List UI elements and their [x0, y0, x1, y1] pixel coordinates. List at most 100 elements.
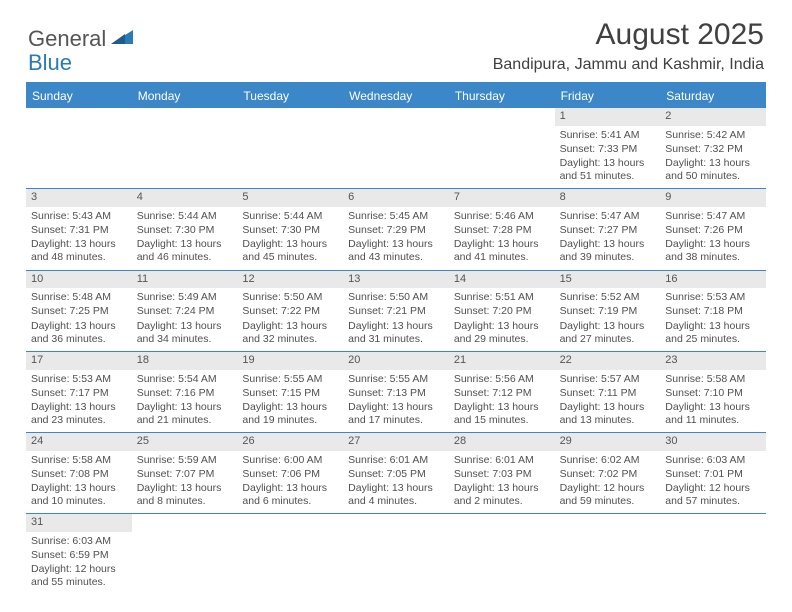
day-number: 21 — [449, 352, 555, 370]
day-details: Sunrise: 5:58 AMSunset: 7:10 PMDaylight:… — [660, 370, 766, 433]
calendar-cell: 12Sunrise: 5:50 AMSunset: 7:22 PMDayligh… — [237, 271, 343, 352]
day-number: 15 — [555, 271, 661, 289]
sunrise-line: Sunrise: 5:53 AM — [31, 373, 127, 386]
day-number: 22 — [555, 352, 661, 370]
sunrise-line: Sunrise: 5:45 AM — [348, 210, 444, 223]
daylight-line: Daylight: 13 hours and 19 minutes. — [242, 401, 338, 427]
daylight-line: Daylight: 12 hours and 55 minutes. — [31, 563, 127, 589]
sunset-line: Sunset: 7:12 PM — [454, 387, 550, 400]
calendar-cell: 6Sunrise: 5:45 AMSunset: 7:29 PMDaylight… — [343, 189, 449, 270]
daylight-line: Daylight: 13 hours and 4 minutes. — [348, 482, 444, 508]
daylight-line: Daylight: 13 hours and 43 minutes. — [348, 238, 444, 264]
day-details: Sunrise: 5:52 AMSunset: 7:19 PMDaylight:… — [555, 288, 661, 351]
calendar-cell — [237, 108, 343, 189]
sunrise-line: Sunrise: 6:02 AM — [560, 454, 656, 467]
calendar-cell: 25Sunrise: 5:59 AMSunset: 7:07 PMDayligh… — [132, 433, 238, 514]
day-details: Sunrise: 6:01 AMSunset: 7:03 PMDaylight:… — [449, 451, 555, 514]
daylight-line: Daylight: 13 hours and 8 minutes. — [137, 482, 233, 508]
day-number: 26 — [237, 433, 343, 451]
sunrise-line: Sunrise: 5:41 AM — [560, 129, 656, 142]
day-details: Sunrise: 5:51 AMSunset: 7:20 PMDaylight:… — [449, 288, 555, 351]
flag-icon — [111, 28, 137, 51]
day-details: Sunrise: 5:46 AMSunset: 7:28 PMDaylight:… — [449, 207, 555, 270]
sunset-line: Sunset: 7:30 PM — [242, 224, 338, 237]
sunset-line: Sunset: 7:22 PM — [242, 305, 338, 318]
calendar-cell: 14Sunrise: 5:51 AMSunset: 7:20 PMDayligh… — [449, 271, 555, 352]
calendar-cell: 30Sunrise: 6:03 AMSunset: 7:01 PMDayligh… — [660, 433, 766, 514]
sunset-line: Sunset: 7:03 PM — [454, 468, 550, 481]
daylight-line: Daylight: 13 hours and 41 minutes. — [454, 238, 550, 264]
calendar-cell: 11Sunrise: 5:49 AMSunset: 7:24 PMDayligh… — [132, 271, 238, 352]
sunrise-line: Sunrise: 5:53 AM — [665, 291, 761, 304]
sunset-line: Sunset: 7:29 PM — [348, 224, 444, 237]
calendar-cell — [449, 514, 555, 594]
sunrise-line: Sunrise: 6:00 AM — [242, 454, 338, 467]
daylight-line: Daylight: 13 hours and 34 minutes. — [137, 320, 233, 346]
sunrise-line: Sunrise: 5:50 AM — [348, 291, 444, 304]
title-location: Bandipura, Jammu and Kashmir, India — [493, 56, 764, 74]
day-number: 4 — [132, 189, 238, 207]
weekday-header: Thursday — [449, 84, 555, 108]
calendar-header-row: SundayMondayTuesdayWednesdayThursdayFrid… — [26, 84, 766, 108]
sunrise-line: Sunrise: 5:55 AM — [348, 373, 444, 386]
sunrise-line: Sunrise: 5:55 AM — [242, 373, 338, 386]
calendar-cell: 28Sunrise: 6:01 AMSunset: 7:03 PMDayligh… — [449, 433, 555, 514]
daylight-line: Daylight: 13 hours and 46 minutes. — [137, 238, 233, 264]
sunrise-line: Sunrise: 5:58 AM — [31, 454, 127, 467]
weekday-header: Saturday — [660, 84, 766, 108]
calendar-cell: 23Sunrise: 5:58 AMSunset: 7:10 PMDayligh… — [660, 352, 766, 433]
day-number: 16 — [660, 271, 766, 289]
sunrise-line: Sunrise: 5:46 AM — [454, 210, 550, 223]
day-details: Sunrise: 5:58 AMSunset: 7:08 PMDaylight:… — [26, 451, 132, 514]
sunset-line: Sunset: 7:26 PM — [665, 224, 761, 237]
calendar-cell: 22Sunrise: 5:57 AMSunset: 7:11 PMDayligh… — [555, 352, 661, 433]
sunset-line: Sunset: 7:02 PM — [560, 468, 656, 481]
sunset-line: Sunset: 7:32 PM — [665, 143, 761, 156]
day-details: Sunrise: 5:41 AMSunset: 7:33 PMDaylight:… — [555, 126, 661, 189]
daylight-line: Daylight: 13 hours and 6 minutes. — [242, 482, 338, 508]
daylight-line: Daylight: 12 hours and 59 minutes. — [560, 482, 656, 508]
sunset-line: Sunset: 7:27 PM — [560, 224, 656, 237]
daylight-line: Daylight: 13 hours and 45 minutes. — [242, 238, 338, 264]
sunrise-line: Sunrise: 5:51 AM — [454, 291, 550, 304]
calendar-cell: 24Sunrise: 5:58 AMSunset: 7:08 PMDayligh… — [26, 433, 132, 514]
day-details: Sunrise: 5:53 AMSunset: 7:18 PM Daylight:… — [660, 288, 766, 351]
day-number: 19 — [237, 352, 343, 370]
day-details: Sunrise: 5:55 AMSunset: 7:13 PMDaylight:… — [343, 370, 449, 433]
sunset-line: Sunset: 7:11 PM — [560, 387, 656, 400]
sunrise-line: Sunrise: 5:54 AM — [137, 373, 233, 386]
weekday-header: Tuesday — [237, 84, 343, 108]
daylight-line: Daylight: 13 hours and 25 minutes. — [665, 320, 761, 346]
daylight-line: Daylight: 13 hours and 50 minutes. — [665, 157, 761, 183]
calendar-cell: 31Sunrise: 6:03 AMSunset: 6:59 PMDayligh… — [26, 514, 132, 594]
day-number: 24 — [26, 433, 132, 451]
calendar-cell: 13Sunrise: 5:50 AMSunset: 7:21 PMDayligh… — [343, 271, 449, 352]
sunrise-line: Sunrise: 5:57 AM — [560, 373, 656, 386]
day-number: 10 — [26, 271, 132, 289]
sunset-line: Sunset: 7:06 PM — [242, 468, 338, 481]
day-details: Sunrise: 6:02 AMSunset: 7:02 PMDaylight:… — [555, 451, 661, 514]
calendar-cell: 29Sunrise: 6:02 AMSunset: 7:02 PMDayligh… — [555, 433, 661, 514]
sunset-line: Sunset: 7:25 PM — [31, 305, 127, 318]
sunset-line: Sunset: 7:24 PM — [137, 305, 233, 318]
day-number: 28 — [449, 433, 555, 451]
sunset-line: Sunset: 7:28 PM — [454, 224, 550, 237]
daylight-line: Daylight: 13 hours and 51 minutes. — [560, 157, 656, 183]
daylight-line: Daylight: 13 hours and 27 minutes. — [560, 320, 656, 346]
sunrise-line: Sunrise: 6:03 AM — [31, 535, 127, 548]
day-number: 27 — [343, 433, 449, 451]
calendar-cell: 3Sunrise: 5:43 AMSunset: 7:31 PMDaylight… — [26, 189, 132, 270]
day-number: 13 — [343, 271, 449, 289]
calendar-cell: 10Sunrise: 5:48 AMSunset: 7:25 PMDayligh… — [26, 271, 132, 352]
sunrise-line: Sunrise: 5:44 AM — [242, 210, 338, 223]
sunset-line: Sunset: 7:13 PM — [348, 387, 444, 400]
calendar-cell: 16 Sunrise: 5:53 AMSunset: 7:18 PM Dayligh… — [660, 271, 766, 352]
sunset-line: Sunset: 7:18 PM — [665, 305, 761, 318]
title-block: August 2025 Bandipura, Jammu and Kashmir… — [493, 18, 764, 74]
day-number: 3 — [26, 189, 132, 207]
day-details: Sunrise: 5:59 AMSunset: 7:07 PMDaylight:… — [132, 451, 238, 514]
weekday-header: Friday — [555, 84, 661, 108]
sunset-line: Sunset: 7:16 PM — [137, 387, 233, 400]
logo-text-blue: Blue — [28, 50, 72, 75]
calendar-cell: 18Sunrise: 5:54 AMSunset: 7:16 PMDayligh… — [132, 352, 238, 433]
